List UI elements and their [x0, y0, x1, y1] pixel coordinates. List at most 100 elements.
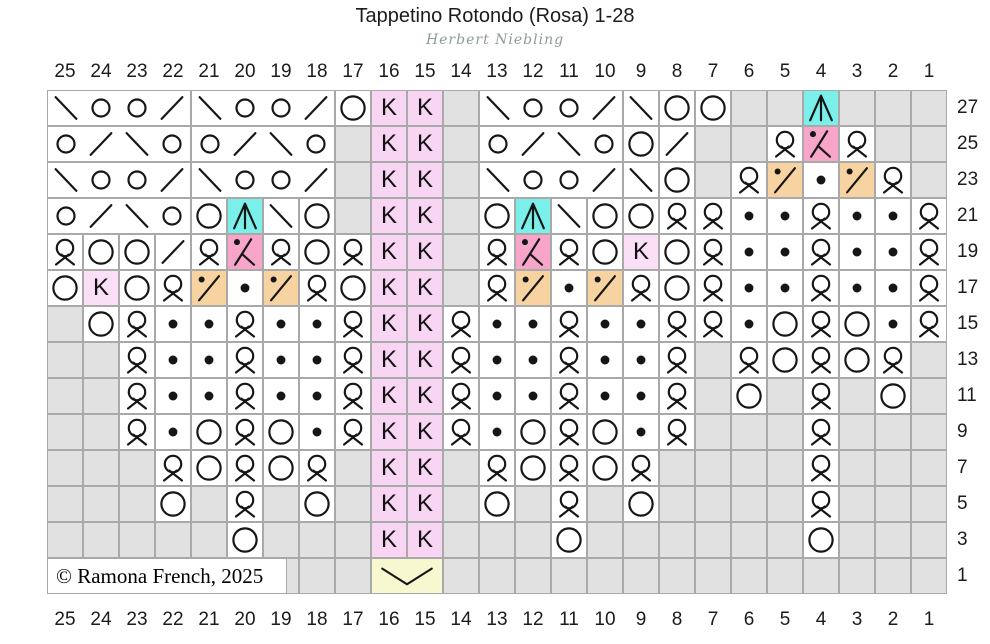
stitch-cell: K	[371, 270, 407, 306]
column-number: 8	[671, 61, 683, 82]
column-number: 13	[486, 609, 508, 630]
stitch-cell	[119, 378, 155, 414]
stitch-cell	[803, 414, 839, 450]
column-number: 9	[635, 61, 647, 82]
yarn-over-icon	[624, 487, 658, 521]
no-stitch-cell	[767, 378, 803, 414]
stitch-cell	[515, 198, 551, 234]
column-number: 21	[198, 609, 220, 630]
no-stitch-cell	[623, 522, 659, 558]
no-stitch-cell	[515, 522, 551, 558]
knit-marked-icon: K	[416, 526, 433, 553]
yarn-over-icon	[480, 487, 514, 521]
no-stitch-cell	[911, 90, 947, 126]
knit-marked-icon: K	[380, 238, 397, 265]
knit-tbl-twisted-icon	[696, 235, 730, 269]
row-number: 9	[957, 421, 968, 442]
column-number: 9	[635, 609, 647, 630]
no-stitch-cell	[587, 486, 623, 522]
ssk-decrease-icon	[480, 163, 516, 197]
central-double-decrease-icon	[228, 199, 262, 233]
ssk-decrease-icon	[192, 163, 228, 197]
stitch-cell	[191, 270, 227, 306]
no-stitch-cell	[47, 306, 83, 342]
purl-dot-icon	[300, 343, 334, 377]
yarn-over-icon	[300, 199, 334, 233]
yarn-over-icon	[588, 235, 622, 269]
no-stitch-cell	[767, 486, 803, 522]
stitch-cell: K	[371, 126, 407, 162]
knit-tbl-twisted-icon	[192, 235, 226, 269]
stitch-cell	[803, 234, 839, 270]
no-stitch-cell	[515, 486, 551, 522]
stitch-cell	[191, 234, 227, 270]
knit-tbl-twisted-icon	[120, 343, 154, 377]
column-number: 4	[815, 609, 827, 630]
stitch-cell	[263, 198, 299, 234]
no-stitch-cell	[263, 486, 299, 522]
no-stitch-cell	[875, 486, 911, 522]
purl-dot-icon	[624, 379, 658, 413]
stitch-cell	[767, 198, 803, 234]
purl-dot-icon	[480, 307, 514, 341]
stitch-cell	[227, 414, 263, 450]
stitch-cell	[191, 414, 227, 450]
no-stitch-cell	[695, 126, 731, 162]
knit-tbl-twisted-icon	[804, 415, 838, 449]
stitch-cell	[515, 450, 551, 486]
no-stitch-cell	[659, 558, 695, 594]
stitch-cell	[443, 342, 479, 378]
row-number: 11	[957, 385, 977, 406]
stitch-cell: K	[371, 486, 407, 522]
no-stitch-cell	[731, 486, 767, 522]
stitch-cell	[47, 234, 83, 270]
stitch-cell: K	[371, 162, 407, 198]
no-stitch-cell	[191, 522, 227, 558]
knit-tbl-twisted-icon	[804, 487, 838, 521]
purl-dot-icon	[768, 199, 802, 233]
stitch-cell	[551, 198, 587, 234]
purl-dot-icon	[264, 343, 298, 377]
no-stitch-cell	[335, 198, 371, 234]
stitch-cell	[83, 234, 119, 270]
stitch-cell	[335, 306, 371, 342]
purl-dot-icon	[840, 199, 874, 233]
stitch-cell	[227, 450, 263, 486]
knit-tbl-twisted-icon	[912, 271, 946, 305]
purl-dot-icon	[732, 235, 766, 269]
no-stitch-cell	[911, 342, 947, 378]
no-stitch-cell	[659, 522, 695, 558]
ssk-decrease-icon	[48, 91, 84, 125]
yarn-over-icon	[48, 271, 82, 305]
no-stitch-cell	[443, 486, 479, 522]
stitch-cell	[479, 450, 515, 486]
stitch-cell	[695, 270, 731, 306]
stitch-cell	[839, 234, 875, 270]
yarn-over-icon	[192, 415, 226, 449]
no-stitch-cell	[731, 450, 767, 486]
stitch-cell: K	[407, 234, 443, 270]
stitch-cell	[299, 306, 335, 342]
knit-marked-icon: K	[380, 166, 397, 193]
no-stitch-cell	[839, 522, 875, 558]
row-numbers-right: 27 25 23 21 19 17 15 13 11 9 7 5 3 1	[947, 90, 978, 594]
stitch-cell	[263, 234, 299, 270]
stitch-cell	[803, 450, 839, 486]
no-stitch-cell	[839, 378, 875, 414]
stitch-cell	[191, 450, 227, 486]
stitch-cell: K	[407, 486, 443, 522]
stitch-cell	[47, 270, 83, 306]
knit-tbl-twisted-icon	[660, 307, 694, 341]
stitch-cell	[695, 306, 731, 342]
stitch-cell	[515, 342, 551, 378]
column-number: 5	[779, 61, 791, 82]
stitch-cell: K	[407, 414, 443, 450]
stitch-cell: K	[407, 342, 443, 378]
yarn-over-icon	[588, 451, 622, 485]
stitch-cell: K	[371, 90, 407, 126]
knit-marked-icon: K	[380, 94, 397, 121]
k2tog-decrease-icon	[299, 163, 335, 197]
stitch-cell	[299, 414, 335, 450]
stitch-cell	[83, 306, 119, 342]
